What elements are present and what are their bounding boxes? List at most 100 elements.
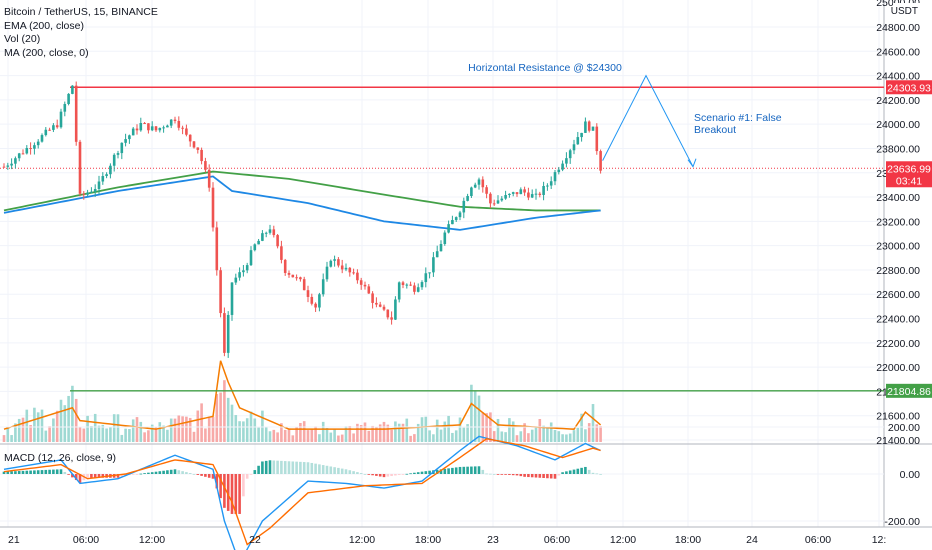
- volume-bar: [359, 425, 363, 442]
- candle: [116, 150, 120, 159]
- macd-histogram-bar: [306, 462, 310, 474]
- volume-bar: [530, 429, 534, 442]
- symbol-title[interactable]: Bitcoin / TetherUS, 15, BINANCE: [4, 6, 158, 18]
- macd-histogram-bar: [580, 467, 583, 474]
- macd-histogram-bar: [409, 473, 412, 475]
- candle: [261, 230, 264, 242]
- candle-body: [10, 163, 13, 166]
- ema-indicator-label[interactable]: EMA (200, close): [4, 19, 84, 32]
- candle-body: [428, 272, 431, 274]
- candle-body: [55, 125, 59, 128]
- time-tick-label: 12:00: [139, 534, 165, 546]
- candle: [283, 258, 287, 276]
- candle: [394, 296, 397, 320]
- candle-body: [166, 125, 169, 128]
- macd-histogram-bar: [268, 460, 272, 474]
- volume-bar: [291, 435, 295, 442]
- candle: [264, 231, 268, 238]
- volume-bar: [299, 422, 302, 442]
- candle-body: [542, 186, 545, 195]
- candle-body: [86, 192, 89, 195]
- macd-histogram-bar: [299, 461, 302, 474]
- volume-bar: [44, 430, 48, 442]
- price-tick-label: 23000.00: [876, 241, 920, 253]
- volume-bar: [409, 435, 412, 442]
- candle: [135, 124, 139, 135]
- candle: [36, 139, 40, 149]
- macd-histogram-bar: [6, 471, 10, 474]
- candle: [169, 119, 173, 129]
- candle-body: [375, 302, 378, 305]
- macd-histogram-bar: [67, 474, 70, 475]
- macd-tick-label: -200.00: [884, 516, 920, 528]
- candle: [101, 172, 105, 185]
- candle-body: [504, 195, 507, 199]
- volume-bar: [458, 417, 462, 442]
- candle-body: [420, 282, 424, 288]
- macd-histogram-bar: [245, 474, 249, 479]
- candle: [196, 147, 200, 154]
- volume-bar: [120, 434, 124, 442]
- candle-body: [234, 277, 238, 283]
- candle: [557, 166, 561, 175]
- candle: [337, 257, 340, 268]
- volume-bar: [238, 421, 241, 442]
- macd-histogram-bar: [504, 474, 507, 475]
- volume-bar: [447, 415, 450, 442]
- candle-body: [439, 243, 443, 252]
- candle: [40, 133, 44, 143]
- candle: [356, 269, 359, 284]
- candle-body: [314, 303, 317, 308]
- macd-histogram-bar: [527, 474, 530, 478]
- candle-body: [245, 265, 249, 271]
- volume-bar: [504, 432, 507, 442]
- volume-bar: [242, 421, 245, 442]
- macd-histogram-bar: [458, 466, 462, 474]
- volume-bar: [546, 426, 549, 442]
- signal-line: [3, 438, 601, 546]
- candle-body: [485, 187, 488, 194]
- candle-body: [287, 272, 291, 275]
- volume-bar: [261, 410, 264, 442]
- volume-bar: [443, 421, 447, 442]
- macd-histogram-bar: [390, 474, 393, 477]
- volume-bar: [82, 428, 86, 442]
- price-tick-label: 23400.00: [876, 192, 920, 204]
- volume-bar: [25, 409, 29, 442]
- macd-tick-label: 0.00: [900, 469, 921, 481]
- volume-bar: [599, 426, 602, 442]
- candle: [86, 189, 89, 197]
- candle: [124, 133, 127, 147]
- volume-indicator-label[interactable]: Vol (20): [4, 33, 41, 45]
- price-tick-label: 21600.00: [876, 411, 920, 423]
- candle-body: [329, 260, 333, 267]
- candle: [401, 280, 405, 289]
- candle: [82, 191, 86, 200]
- macd-histogram-bar: [291, 461, 295, 474]
- volume-bar: [333, 428, 336, 442]
- macd-indicator-label[interactable]: MACD (12, 26, close, 9): [4, 452, 117, 464]
- annotation-resistance: Horizontal Resistance @ $24300: [468, 62, 622, 74]
- volume-bar: [112, 414, 116, 442]
- candle: [515, 192, 519, 197]
- candle-body: [451, 220, 454, 225]
- macd-histogram-bar: [542, 474, 545, 478]
- volume-series: [2, 380, 602, 442]
- macd-histogram-bar: [496, 474, 500, 475]
- volume-bar: [515, 435, 519, 442]
- candle-body: [215, 227, 219, 271]
- ma-indicator-label[interactable]: MA (200, close, 0): [4, 46, 89, 59]
- price-tick-label: 24400.00: [876, 71, 920, 83]
- candle: [253, 243, 257, 252]
- candle: [466, 193, 469, 202]
- candle: [204, 157, 207, 173]
- macd-histogram-bar: [63, 471, 67, 474]
- candle-body: [538, 193, 542, 195]
- macd-histogram-bar: [185, 472, 188, 474]
- candle-body: [63, 103, 67, 112]
- volume-bar: [416, 423, 420, 442]
- macd-pane: [0, 426, 884, 550]
- candle-body: [477, 179, 481, 185]
- candle-body: [489, 193, 492, 204]
